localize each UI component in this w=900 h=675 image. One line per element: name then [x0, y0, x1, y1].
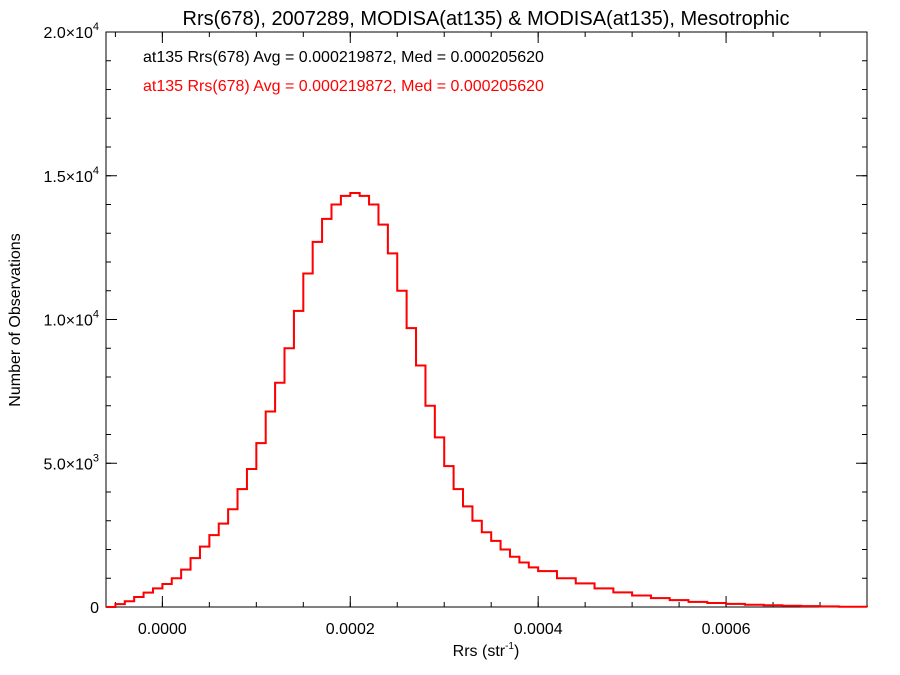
y-tick-label: 2.0×104: [43, 21, 99, 42]
y-tick-label: 5.0×103: [43, 452, 99, 473]
legend-entry-red: at135 Rrs(678) Avg = 0.000219872, Med = …: [143, 78, 544, 95]
x-axis-label: Rrs (str-1): [453, 641, 520, 660]
x-tick-label: 0.0004: [514, 621, 563, 638]
y-tick-label: 1.0×104: [43, 309, 99, 330]
chart-title: Rrs(678), 2007289, MODISA(at135) & MODIS…: [183, 8, 790, 30]
x-tick-label: 0.0002: [326, 621, 375, 638]
series-lines: [106, 192, 868, 608]
y-tick-label: 1.5×104: [43, 165, 99, 186]
series-line-black: [106, 192, 868, 608]
y-tick-label: 0: [90, 600, 99, 617]
y-axis-tick-labels: 0 5.0×103 1.0×104 1.5×104 2.0×104: [43, 21, 99, 617]
x-tick-label: 0.0000: [138, 621, 187, 638]
x-axis-tick-labels: 0.0000 0.0002 0.0004 0.0006: [138, 621, 751, 638]
legend-entry-black: at135 Rrs(678) Avg = 0.000219872, Med = …: [143, 49, 544, 66]
plot-frame: [105, 31, 868, 608]
y-axis-ticks: [106, 31, 867, 608]
x-axis-ticks: [114, 32, 868, 607]
series-line-red: [106, 192, 868, 608]
y-axis-label: Number of Observations: [7, 233, 24, 406]
x-tick-label: 0.0006: [702, 621, 751, 638]
